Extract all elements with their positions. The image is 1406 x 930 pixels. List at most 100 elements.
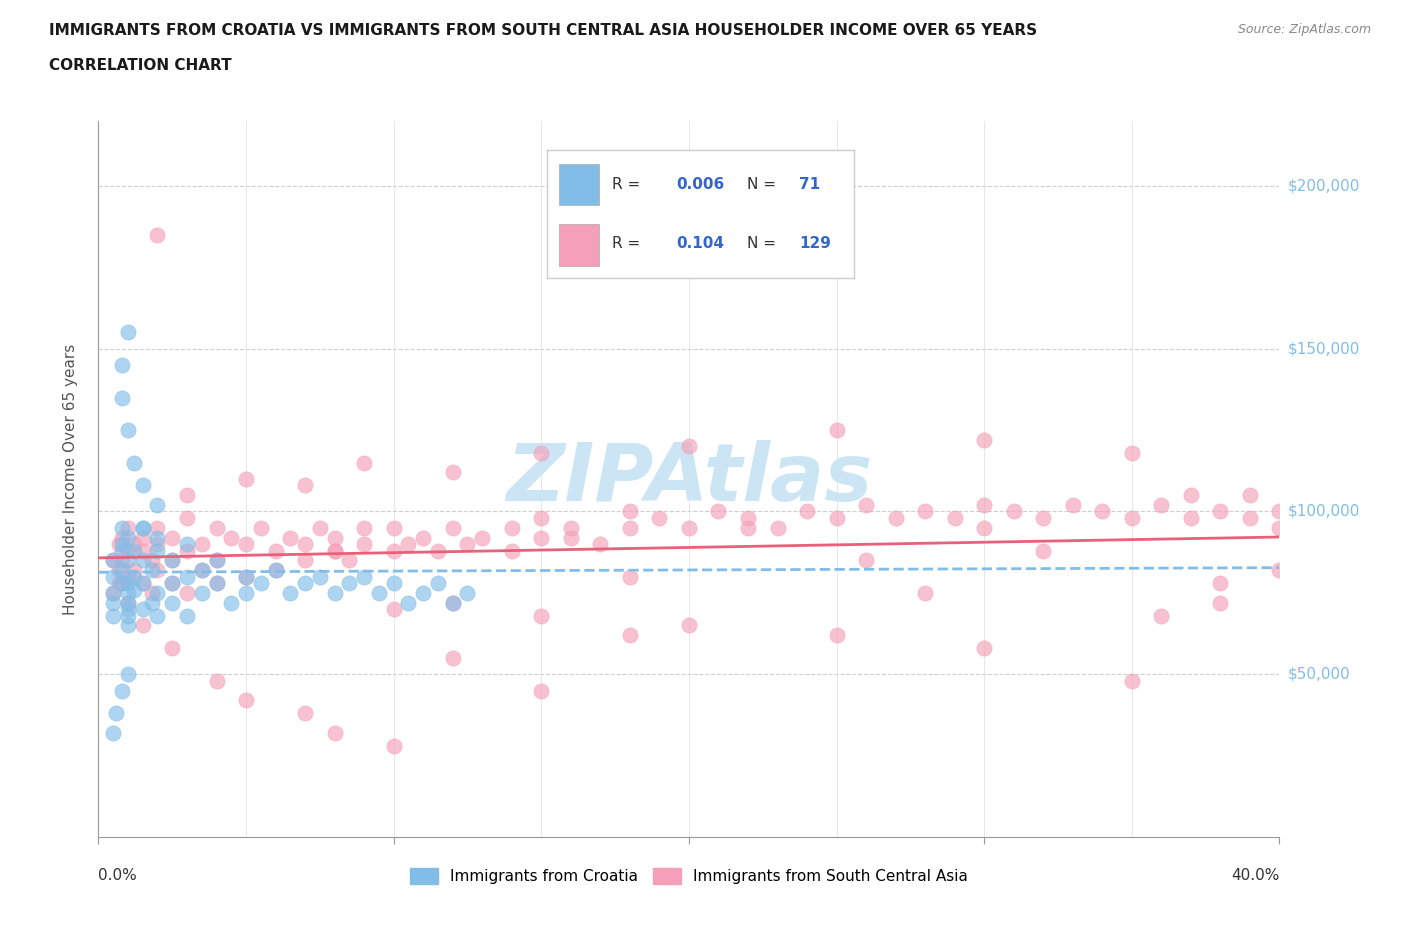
Point (117, 595, 139, 610)
Point (619, 521, 641, 536)
Point (250, 521, 273, 536)
Point (132, 576, 155, 591)
Point (796, 504, 818, 519)
Point (323, 530, 346, 545)
Point (501, 543, 523, 558)
Point (132, 543, 155, 558)
Point (855, 498, 877, 512)
Point (1062, 498, 1084, 512)
Point (294, 478, 316, 493)
Point (1150, 498, 1173, 512)
Point (122, 569, 145, 584)
Point (191, 563, 214, 578)
Point (353, 569, 375, 584)
Point (205, 673, 228, 688)
Point (235, 586, 257, 601)
Point (560, 521, 582, 536)
Legend: Immigrants from Croatia, Immigrants from South Central Asia: Immigrants from Croatia, Immigrants from… (404, 862, 974, 890)
Point (103, 569, 125, 584)
Point (1002, 504, 1025, 519)
Point (1209, 504, 1232, 519)
Point (530, 445, 553, 460)
Point (1268, 504, 1291, 519)
Point (132, 521, 155, 536)
Point (162, 576, 183, 591)
Point (323, 543, 346, 558)
Point (108, 576, 131, 591)
Point (707, 504, 730, 519)
Point (914, 586, 936, 601)
Point (1268, 521, 1291, 536)
Point (117, 595, 139, 610)
Point (235, 569, 257, 584)
Point (825, 511, 848, 525)
Point (111, 530, 134, 545)
Point (176, 537, 198, 551)
Point (560, 530, 582, 545)
Point (191, 537, 214, 551)
Point (122, 456, 145, 471)
Point (132, 521, 155, 536)
Point (471, 530, 494, 545)
Point (103, 552, 125, 567)
Point (441, 521, 464, 536)
Point (884, 511, 907, 525)
Point (737, 521, 759, 536)
Point (678, 618, 700, 633)
Point (1180, 511, 1202, 525)
Point (457, 537, 479, 551)
Point (132, 552, 155, 567)
Point (1032, 511, 1054, 525)
Point (103, 595, 125, 610)
Point (1121, 511, 1143, 525)
Text: 40.0%: 40.0% (1232, 868, 1279, 883)
Point (117, 326, 139, 340)
Point (530, 683, 553, 698)
Point (111, 358, 134, 373)
Point (122, 563, 145, 578)
Point (122, 582, 145, 597)
Point (294, 537, 316, 551)
Point (250, 576, 273, 591)
Point (619, 569, 641, 584)
Point (117, 552, 139, 567)
Point (117, 543, 139, 558)
Text: $200,000: $200,000 (1288, 179, 1360, 193)
Point (398, 537, 420, 551)
Point (368, 586, 391, 601)
Point (162, 530, 183, 545)
Point (111, 543, 134, 558)
Point (264, 563, 287, 578)
Point (146, 228, 169, 243)
Text: $50,000: $50,000 (1288, 667, 1351, 682)
Point (648, 511, 671, 525)
Text: ZIPAtlas: ZIPAtlas (506, 440, 872, 518)
Point (191, 586, 214, 601)
Point (412, 530, 434, 545)
Point (162, 552, 183, 567)
Point (132, 602, 155, 617)
Point (132, 576, 155, 591)
Point (221, 595, 243, 610)
Point (103, 552, 125, 567)
Y-axis label: Householder Income Over 65 years: Householder Income Over 65 years (63, 343, 77, 615)
Point (441, 595, 464, 610)
Point (111, 563, 134, 578)
Point (353, 537, 375, 551)
Point (205, 576, 228, 591)
Text: CORRELATION CHART: CORRELATION CHART (49, 58, 232, 73)
Point (323, 725, 346, 740)
Point (117, 576, 139, 591)
Point (294, 576, 316, 591)
Point (264, 563, 287, 578)
Point (141, 586, 163, 601)
Point (176, 543, 198, 558)
Point (117, 608, 139, 623)
Point (1032, 543, 1054, 558)
Point (117, 422, 139, 438)
Point (1121, 445, 1143, 460)
Point (619, 504, 641, 519)
Point (235, 569, 257, 584)
Point (1209, 576, 1232, 591)
Point (205, 552, 228, 567)
